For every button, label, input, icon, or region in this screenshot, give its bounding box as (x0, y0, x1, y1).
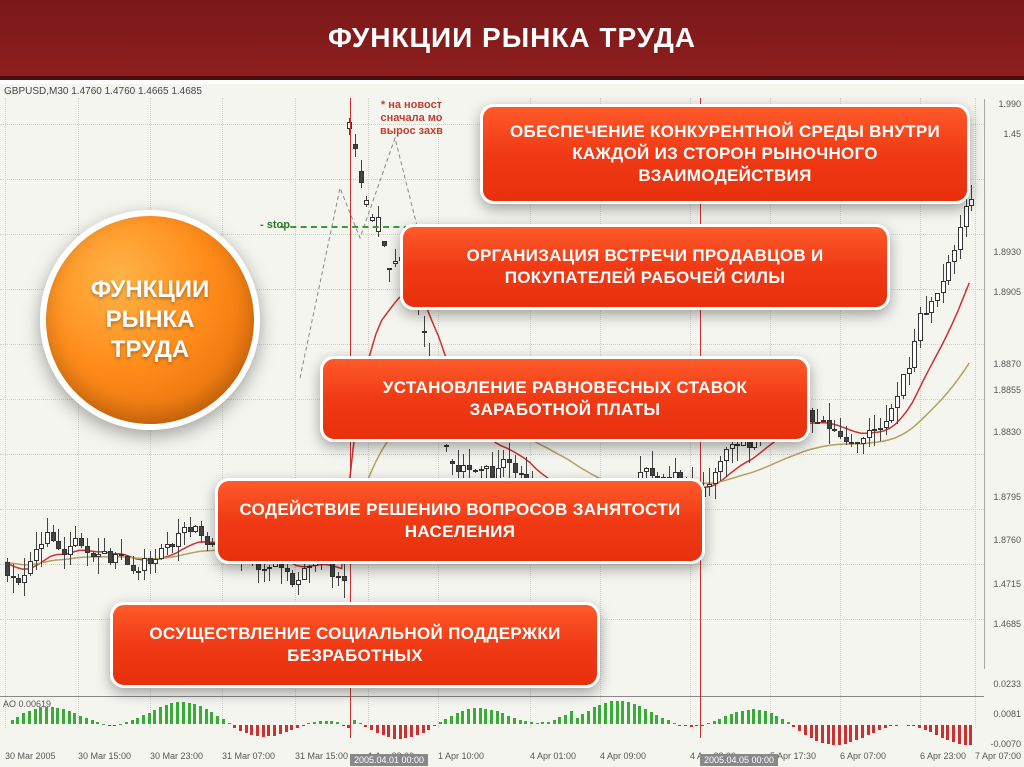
function-box-1: ОБЕСПЕЧЕНИЕ КОНКУРЕНТНОЙ СРЕДЫ ВНУТРИ КА… (480, 104, 970, 204)
function-box-2: ОРГАНИЗАЦИЯ ВСТРЕЧИ ПРОДАВЦОВ И ПОКУПАТЕ… (400, 224, 890, 310)
y-axis: 1.9901.451.89301.89051.88701.88551.88301… (984, 99, 1024, 669)
oscillator-label: AO 0.00619 (3, 699, 51, 709)
function-box-4: СОДЕЙСТВИЕ РЕШЕНИЮ ВОПРОСОВ ЗАНЯТОСТИ НА… (215, 478, 705, 564)
x-axis: 30 Mar 200530 Mar 15:0030 Mar 23:0031 Ma… (0, 751, 1024, 765)
slide-title: ФУНКЦИИ РЫНКА ТРУДА (328, 22, 696, 54)
slide-header: ФУНКЦИИ РЫНКА ТРУДА (0, 0, 1024, 80)
stop-annotation: - stop (260, 219, 290, 231)
circle-label: ФУНКЦИИРЫНКАТРУДА (91, 275, 210, 365)
chart-ticker-info: GBPUSD,M30 1.4760 1.4760 1.4665 1.4685 (4, 86, 202, 97)
oscillator-panel: AO 0.00619 (0, 696, 984, 751)
central-circle: ФУНКЦИИРЫНКАТРУДА (40, 210, 260, 430)
function-box-5: ОСУЩЕСТВЛЕНИЕ СОЦИАЛЬНОЙ ПОДДЕРЖКИ БЕЗРА… (110, 602, 600, 688)
news-annotation: * на новостсначала мовырос захв (380, 99, 443, 139)
function-box-3: УСТАНОВЛЕНИЕ РАВНОВЕСНЫХ СТАВОК ЗАРАБОТН… (320, 356, 810, 442)
